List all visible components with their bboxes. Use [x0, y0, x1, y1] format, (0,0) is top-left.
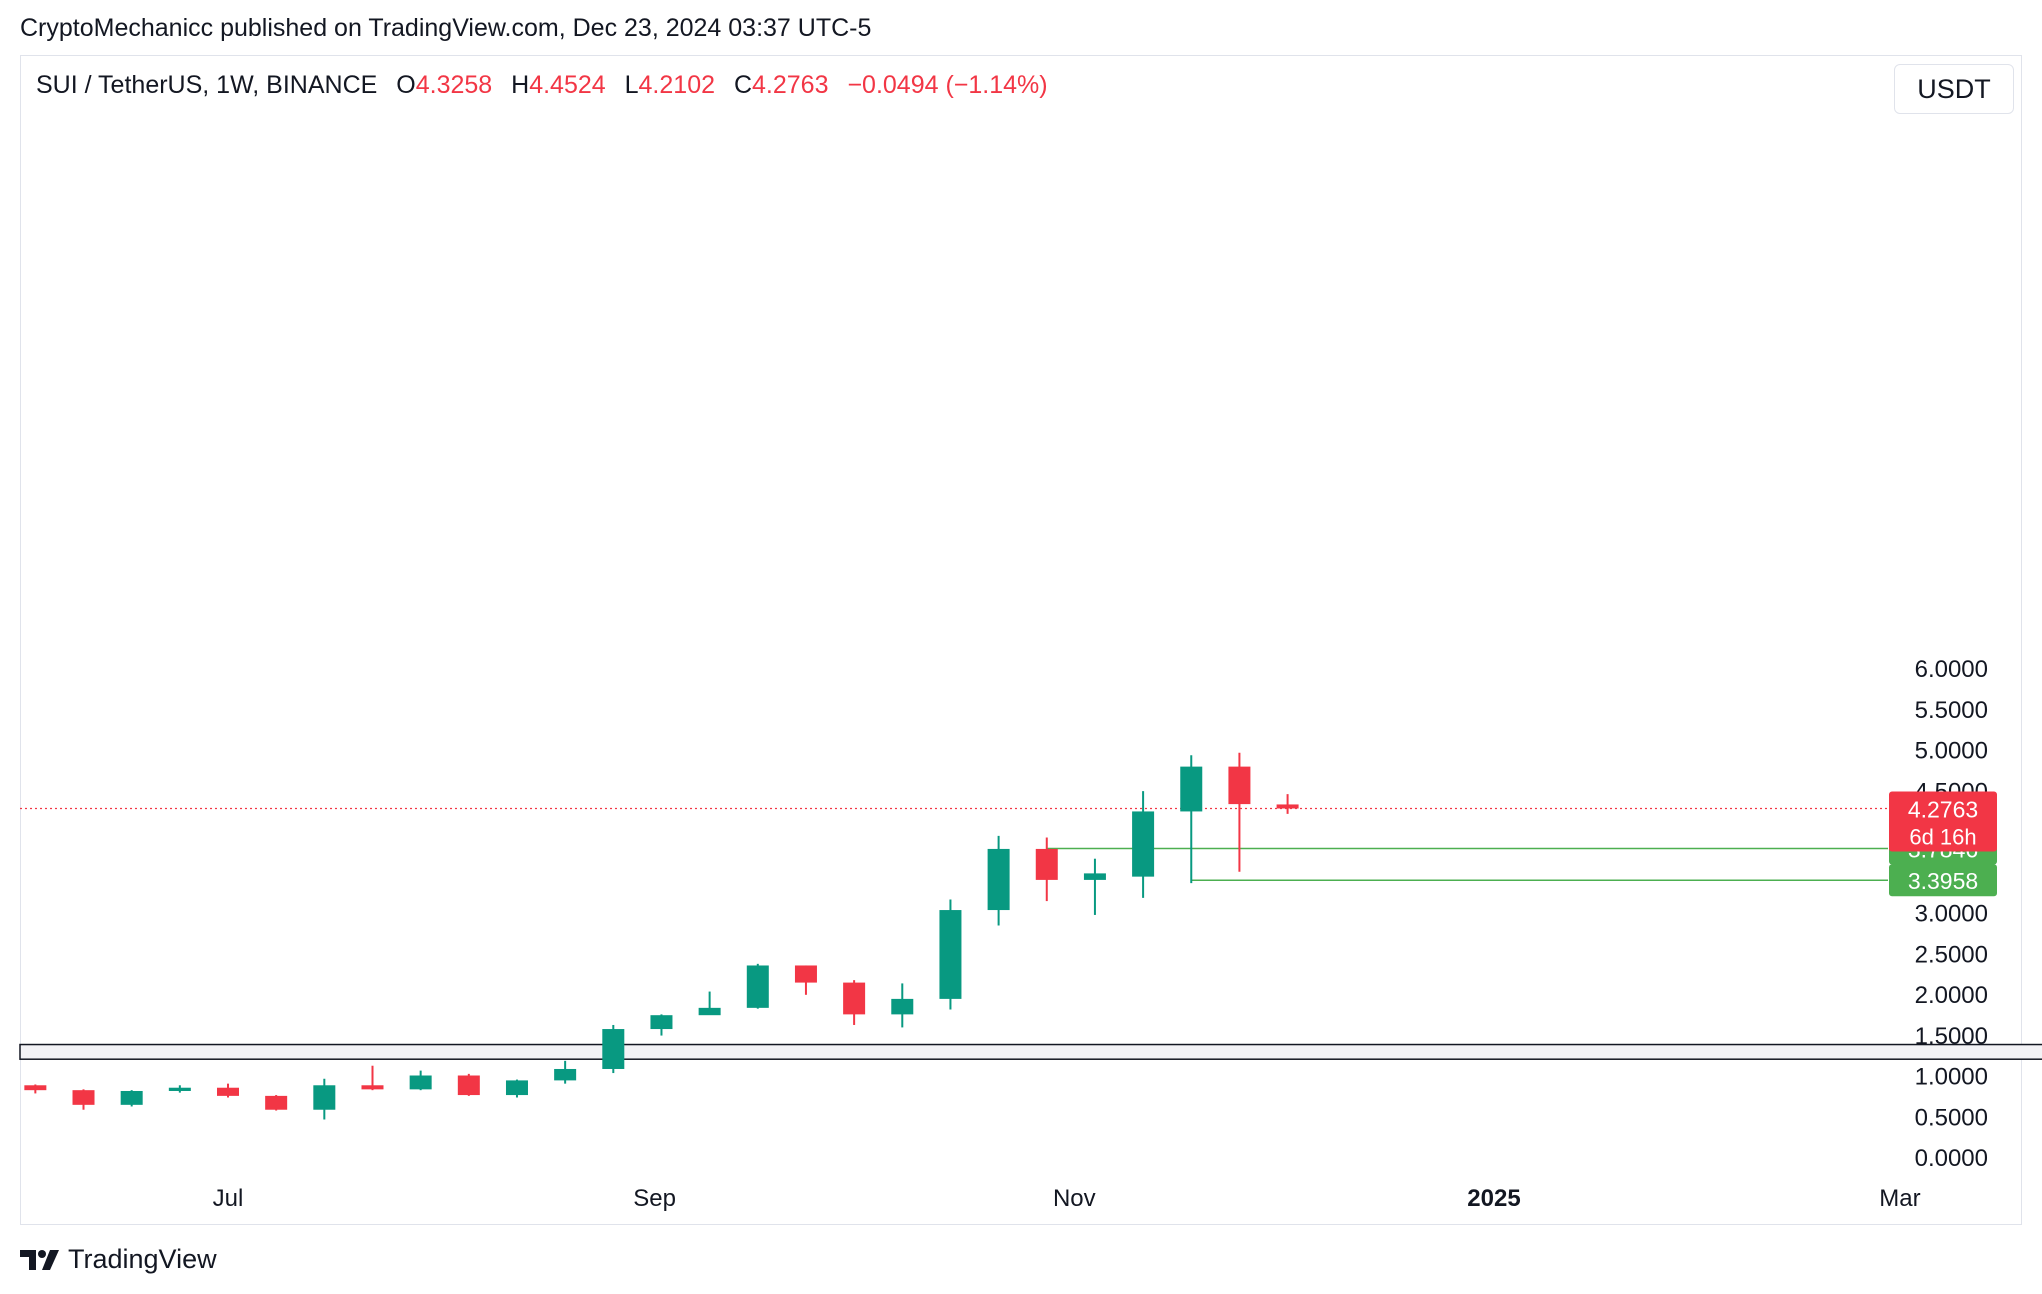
chart-frame — [20, 55, 2022, 1225]
open-label: O — [396, 71, 416, 99]
candle-body — [1228, 766, 1251, 805]
y-tick-label: 2.5000 — [1915, 941, 1988, 968]
candle-body — [1180, 766, 1203, 812]
candle-body — [313, 1085, 336, 1110]
close-value: 4.2763 — [752, 71, 829, 99]
candle-body — [120, 1090, 143, 1105]
x-tick-label: Nov — [1053, 1185, 1096, 1212]
tradingview-logo-icon — [20, 1249, 59, 1270]
candle-body — [746, 965, 769, 1008]
symbol-legend: SUI / TetherUS, 1W, BINANCE O4.3258 H4.4… — [36, 71, 1048, 100]
x-tick-label: 2025 — [1467, 1185, 1520, 1212]
low-value: 4.2102 — [638, 71, 715, 99]
candle-body — [24, 1085, 47, 1091]
y-tick-label: 5.5000 — [1915, 697, 1988, 724]
candle-body — [554, 1068, 577, 1081]
currency-button[interactable]: USDT — [1894, 64, 2014, 114]
candle-body — [457, 1075, 480, 1096]
candle-body — [1083, 873, 1106, 880]
candle-body — [1132, 811, 1155, 877]
high-value: 4.4524 — [529, 71, 606, 99]
candle-body — [794, 965, 817, 983]
candle-body — [72, 1090, 95, 1105]
open-value: 4.3258 — [415, 71, 493, 99]
change-value: −0.0494 (−1.14%) — [847, 71, 1048, 99]
current-price-label: 4.2763 — [1908, 796, 1978, 822]
tradingview-logo[interactable]: TradingView — [20, 1244, 217, 1275]
x-tick-label: Mar — [1879, 1185, 1920, 1212]
candle-body — [602, 1029, 625, 1069]
current-price-tag — [1889, 791, 1997, 852]
y-tick-label: 3.0000 — [1915, 901, 1988, 928]
candle-body — [843, 982, 866, 1015]
candle-body — [361, 1085, 384, 1090]
candle-body — [168, 1087, 191, 1091]
close-label: C — [733, 71, 753, 99]
candle-body — [698, 1007, 721, 1016]
y-tick-label: 6.0000 — [1915, 656, 1988, 683]
y-tick-label: 0.5000 — [1915, 1104, 1988, 1131]
candle-body — [409, 1075, 432, 1090]
level-price-tag — [1889, 864, 1997, 897]
y-tick-label: 0.0000 — [1915, 1145, 1988, 1172]
candle-body — [939, 910, 962, 999]
tradingview-logo-text: TradingView — [68, 1244, 217, 1274]
level-price-label: 3.3958 — [1908, 868, 1978, 894]
candle-body — [650, 1015, 673, 1030]
y-tick-label: 2.0000 — [1915, 982, 1988, 1009]
candle-body — [1035, 848, 1058, 880]
candle-body — [217, 1087, 239, 1096]
candle-body — [987, 848, 1010, 911]
y-tick-label: 5.0000 — [1915, 738, 1988, 765]
candle-body — [505, 1080, 528, 1096]
symbol-name[interactable]: SUI / TetherUS, 1W, BINANCE — [36, 71, 378, 99]
countdown-label: 6d 16h — [1909, 824, 1976, 849]
candle-body — [265, 1095, 288, 1110]
candle-body — [891, 998, 914, 1015]
publisher-line: CryptoMechanicc published on TradingView… — [20, 14, 872, 42]
high-label: H — [511, 71, 530, 99]
support-zone — [19, 1043, 2042, 1060]
low-label: L — [624, 71, 639, 99]
x-tick-label: Jul — [213, 1185, 244, 1212]
candle-body — [1276, 804, 1299, 809]
x-tick-label: Sep — [633, 1185, 676, 1212]
y-tick-label: 1.0000 — [1915, 1064, 1988, 1091]
